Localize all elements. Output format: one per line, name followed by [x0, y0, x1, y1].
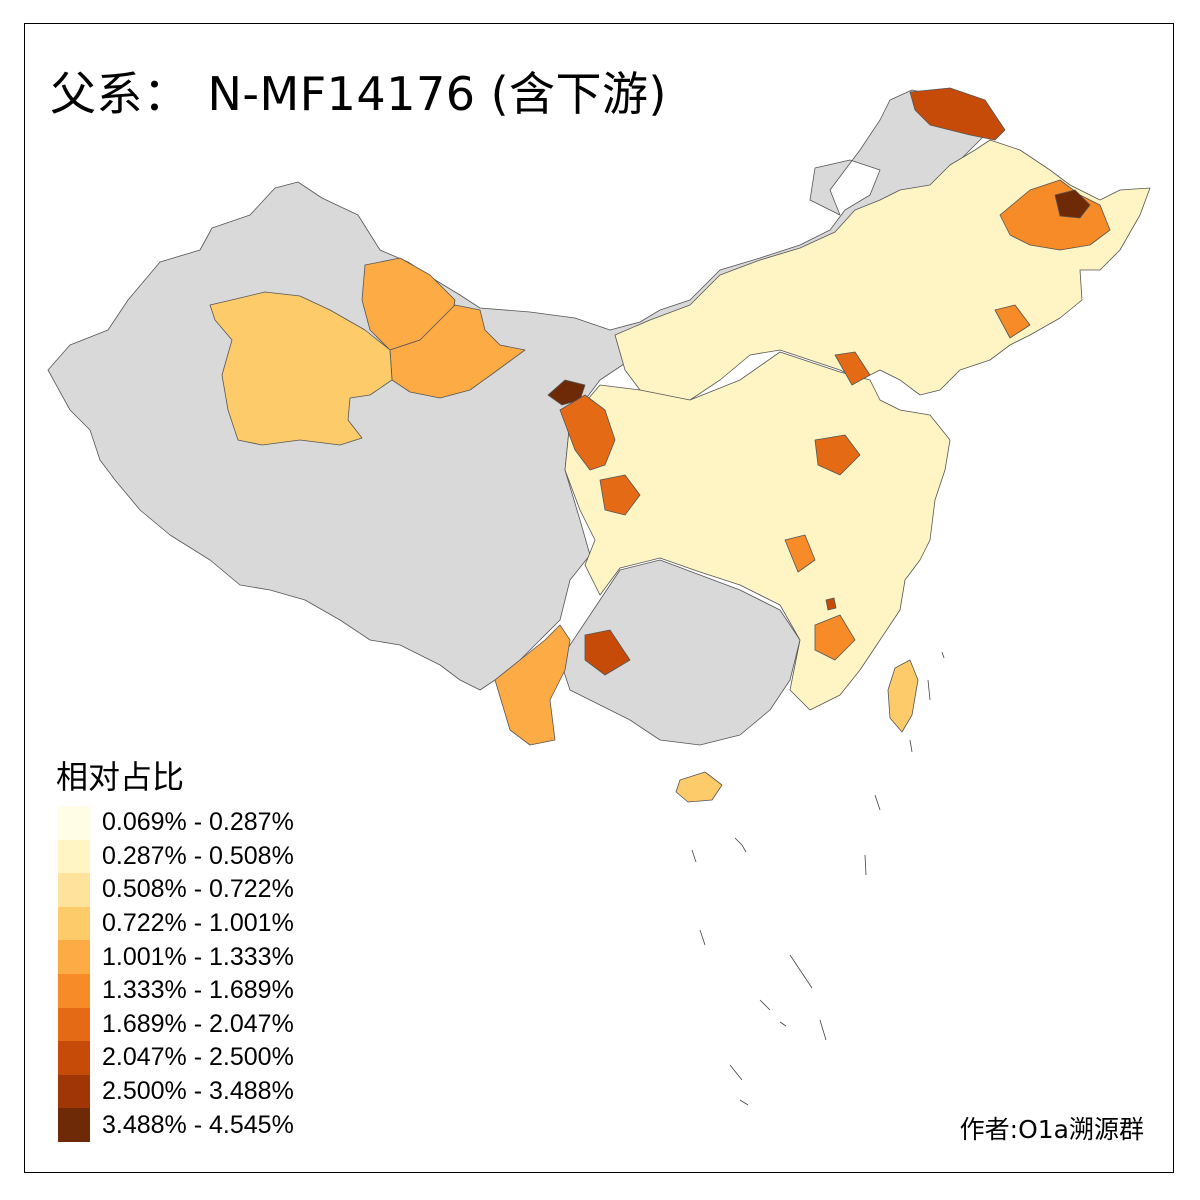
legend-row: 0.508% - 0.722% [58, 873, 294, 907]
legend-row: 1.001% - 1.333% [58, 940, 294, 974]
title-haplogroup: N-MF14176 (含下游) [207, 67, 668, 121]
legend-swatch [58, 940, 90, 974]
legend-swatch [58, 1041, 90, 1075]
legend-row: 2.047% - 2.500% [58, 1041, 294, 1075]
legend-row: 0.069% - 0.287% [58, 806, 294, 840]
south-sea-islands [691, 651, 945, 1106]
legend-row: 2.500% - 3.488% [58, 1074, 294, 1109]
legend-label: 0.287% - 0.508% [102, 841, 294, 870]
author-credit: 作者:O1a溯源群 [959, 1115, 1144, 1144]
legend-label: 1.001% - 1.333% [102, 942, 294, 971]
legend-title: 相对占比 [56, 758, 185, 796]
region-gansu-corridor [559, 394, 616, 471]
region-hunan [814, 614, 856, 661]
legend-swatch [58, 1108, 90, 1142]
region-taiwan [887, 659, 919, 733]
legend-swatch [58, 839, 90, 874]
legend-label: 2.047% - 2.500% [102, 1043, 294, 1072]
legend-row: 3.488% - 4.545% [58, 1108, 294, 1142]
legend-row: 0.287% - 0.508% [58, 839, 294, 874]
title-prefix: 父系： [50, 67, 190, 121]
region-yunnan-west [494, 624, 571, 746]
legend-swatch [58, 806, 90, 840]
region-gansu-hotspot [547, 379, 586, 406]
legend-label: 2.500% - 3.488% [102, 1077, 294, 1106]
legend-label: 0.508% - 0.722% [102, 875, 294, 904]
legend-swatch [58, 906, 90, 941]
region-guizhou-red [584, 629, 631, 676]
region-central-east [564, 351, 951, 711]
region-shandong [814, 434, 861, 476]
legend-swatch [58, 873, 90, 907]
legend-row: 1.333% - 1.689% [58, 973, 294, 1008]
legend-swatch [58, 973, 90, 1008]
legend-row: 0.722% - 1.001% [58, 906, 294, 941]
legend-label: 0.069% - 0.287% [102, 808, 294, 837]
legend-label: 0.722% - 1.001% [102, 909, 294, 938]
region-heilongjiang-north [909, 87, 1006, 141]
region-xinjiang-east [389, 304, 526, 399]
region-jilin [994, 304, 1031, 339]
legend-label: 1.333% - 1.689% [102, 976, 294, 1005]
region-xinjiang-south [209, 291, 393, 446]
legend-row: 1.689% - 2.047% [58, 1007, 294, 1042]
legend-label: 3.488% - 4.545% [102, 1110, 294, 1139]
region-jiangxi-dot [825, 597, 837, 611]
legend-swatch [58, 1074, 90, 1109]
region-hainan [675, 771, 723, 803]
region-shaanxi [599, 474, 641, 516]
legend-label: 1.689% - 2.047% [102, 1009, 294, 1038]
region-liaoning [834, 351, 871, 386]
map-title: 父系： N-MF14176 (含下游) [50, 58, 667, 124]
legend: 0.069% - 0.287% 0.287% - 0.508% 0.508% -… [58, 806, 294, 1142]
region-harbin [1054, 189, 1091, 219]
region-hubei [784, 534, 816, 573]
legend-swatch [58, 1007, 90, 1042]
